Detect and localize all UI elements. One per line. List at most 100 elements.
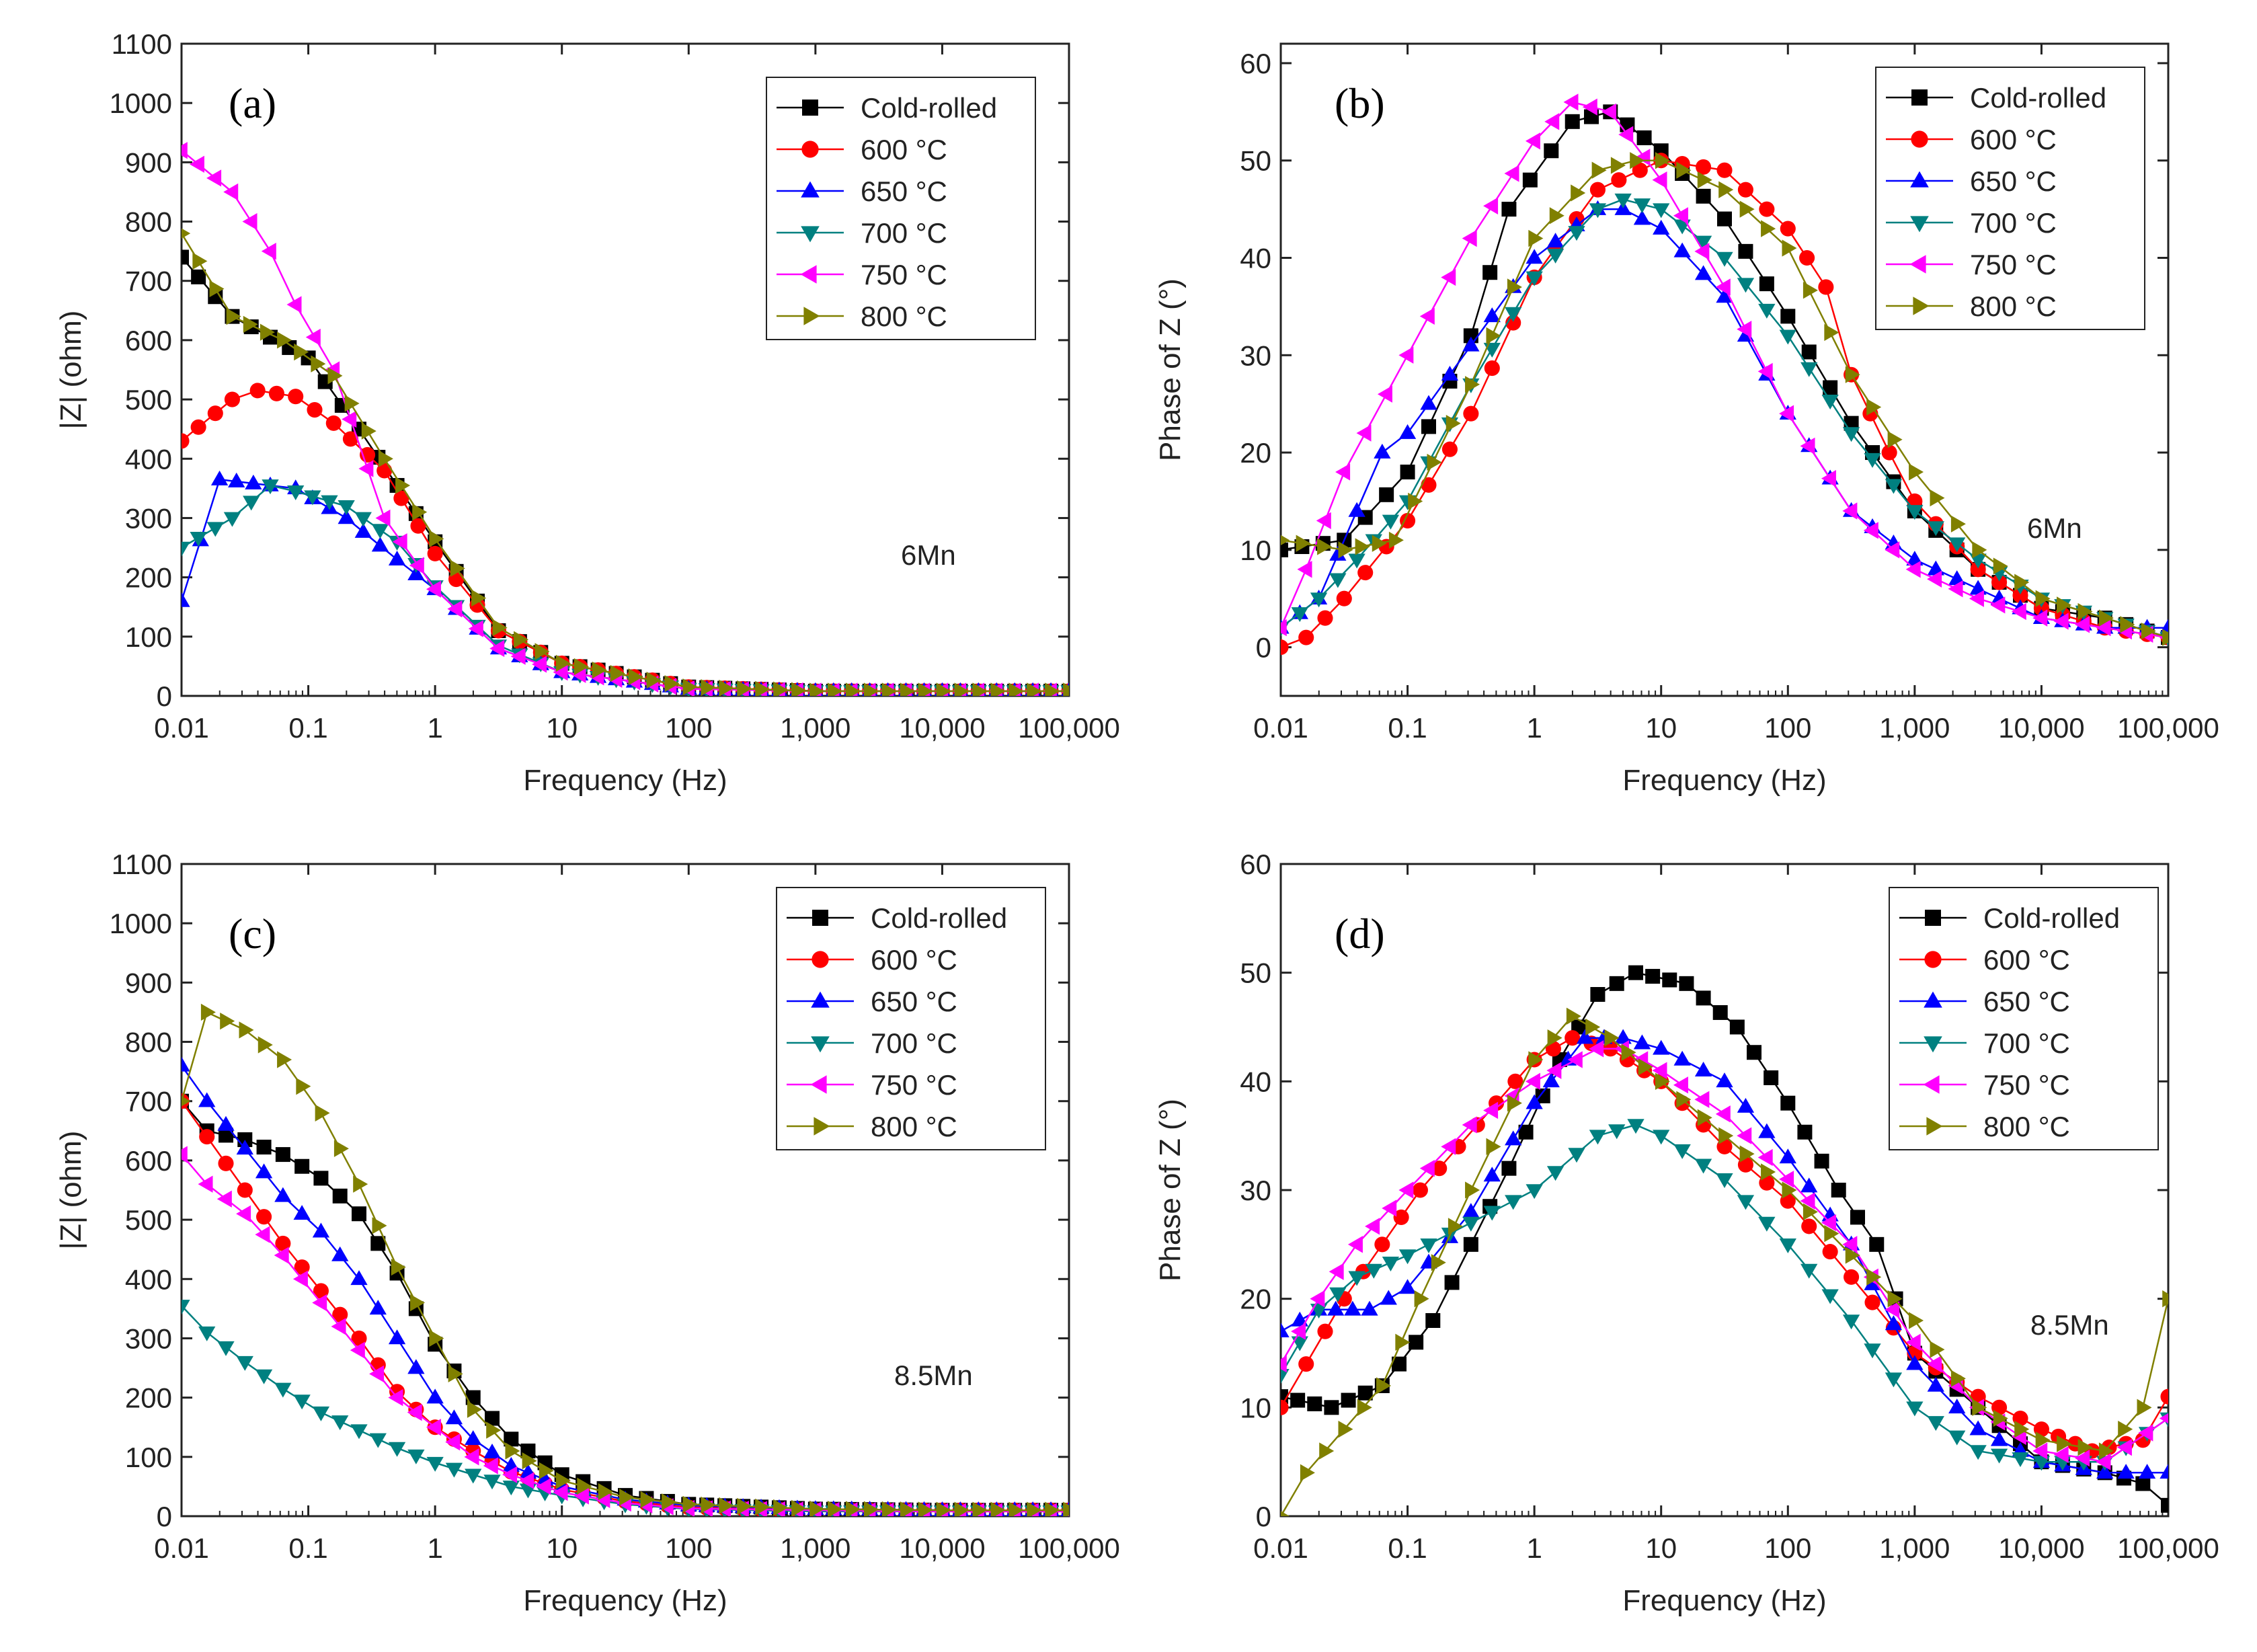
data-point [1398, 346, 1414, 364]
legend-label: 650 °C [1970, 165, 2057, 197]
data-point [1718, 181, 1734, 198]
data-point [182, 1300, 190, 1315]
x-axis-title: Frequency (Hz) [523, 1584, 727, 1617]
data-point [2032, 609, 2048, 627]
data-point [1281, 1322, 1290, 1337]
data-point [1780, 221, 1796, 237]
data-point [1329, 573, 1347, 588]
data-point [468, 620, 483, 637]
legend-marker [1911, 130, 1928, 148]
data-point [243, 315, 258, 333]
data-point [1372, 535, 1387, 552]
plot-frame [180, 863, 1070, 1518]
series-700-c [182, 1300, 1069, 1516]
data-point [331, 1318, 346, 1335]
data-point [555, 1472, 571, 1489]
data-point [1866, 1268, 1882, 1286]
data-point [1310, 592, 1328, 608]
x-axis-title: Frequency (Hz) [1622, 1584, 1826, 1617]
y-tick-label: 100 [125, 621, 172, 653]
data-point [1842, 1314, 1860, 1330]
plot-frame [180, 42, 1070, 697]
data-point [198, 1326, 216, 1341]
legend-label: 750 °C [861, 259, 947, 290]
legend-label: 650 °C [861, 175, 947, 207]
data-point [224, 391, 240, 407]
data-point [258, 1036, 273, 1054]
data-point [1676, 161, 1692, 179]
data-point [2138, 1424, 2153, 1442]
data-point [371, 524, 389, 539]
data-point [1505, 1195, 1522, 1210]
data-point [223, 183, 239, 201]
data-point [1905, 561, 1921, 578]
data-point [553, 664, 568, 681]
data-point [2160, 1464, 2168, 1479]
data-point [182, 228, 191, 239]
y-tick-label: 20 [1240, 437, 1271, 469]
data-point [592, 661, 607, 679]
data-point [1717, 211, 1732, 227]
data-point [1567, 1051, 1583, 1068]
legend-marker [1910, 216, 1929, 233]
series-650-c [1281, 1029, 2168, 1479]
series-line [182, 1100, 1069, 1511]
data-point [1348, 553, 1365, 569]
y-axis-title: |Z| (ohm) [54, 311, 87, 430]
chart-panel-c: 0.01 0.1 1 10 100 1,000 10,000 100,000 0 100 200 30… [54, 849, 1120, 1617]
data-point [321, 495, 338, 510]
data-point [1526, 1184, 1543, 1199]
y-tick-label: 10 [1240, 1392, 1271, 1423]
data-point [1505, 307, 1522, 322]
data-point [1842, 427, 1860, 442]
panel-label: (a) [229, 79, 276, 127]
data-point [1887, 431, 1903, 448]
data-point [1636, 130, 1652, 145]
x-tick-label: 1,000 [1879, 712, 1950, 744]
data-point [277, 331, 292, 349]
data-point [1400, 512, 1416, 528]
data-point [1969, 1420, 1987, 1435]
data-point [1462, 1203, 1480, 1218]
data-point [199, 1129, 215, 1145]
data-point [2011, 602, 2026, 621]
data-point [1927, 1416, 1944, 1431]
data-point [2117, 1464, 2135, 1479]
legend-marker [800, 265, 817, 284]
data-point [682, 678, 698, 696]
data-point [1379, 487, 1394, 502]
data-point [682, 1495, 698, 1513]
data-point [628, 668, 643, 686]
legend-marker [1924, 951, 1942, 968]
legend-marker [1924, 991, 1942, 1008]
data-point [1307, 1396, 1322, 1411]
data-point [773, 681, 789, 696]
data-point [2116, 1438, 2132, 1456]
data-point [1281, 1355, 1287, 1373]
data-point [332, 1306, 348, 1323]
data-point [2120, 616, 2135, 633]
data-point [1864, 1343, 1881, 1359]
data-point [260, 323, 275, 341]
data-point [353, 1175, 368, 1193]
data-point [1824, 323, 1839, 342]
data-point [447, 600, 463, 618]
y-tick-label: 600 [125, 1145, 172, 1177]
data-point [1628, 965, 1643, 980]
data-point [1747, 1045, 1761, 1060]
legend-marker [1910, 171, 1929, 188]
data-point [1376, 1377, 1392, 1394]
data-point [1357, 565, 1374, 581]
data-point [243, 496, 260, 511]
data-point [1673, 1050, 1691, 1066]
data-point [1344, 1300, 1361, 1316]
data-point [1463, 1236, 1478, 1252]
legend-marker [814, 1117, 830, 1136]
data-point [1621, 1044, 1636, 1061]
x-tick-label: 10,000 [1998, 1532, 2084, 1564]
data-point [465, 1468, 482, 1484]
data-point [1483, 1101, 1499, 1119]
legend-marker [810, 1075, 827, 1094]
series-800-c [182, 1003, 1069, 1516]
data-point [1779, 405, 1794, 422]
